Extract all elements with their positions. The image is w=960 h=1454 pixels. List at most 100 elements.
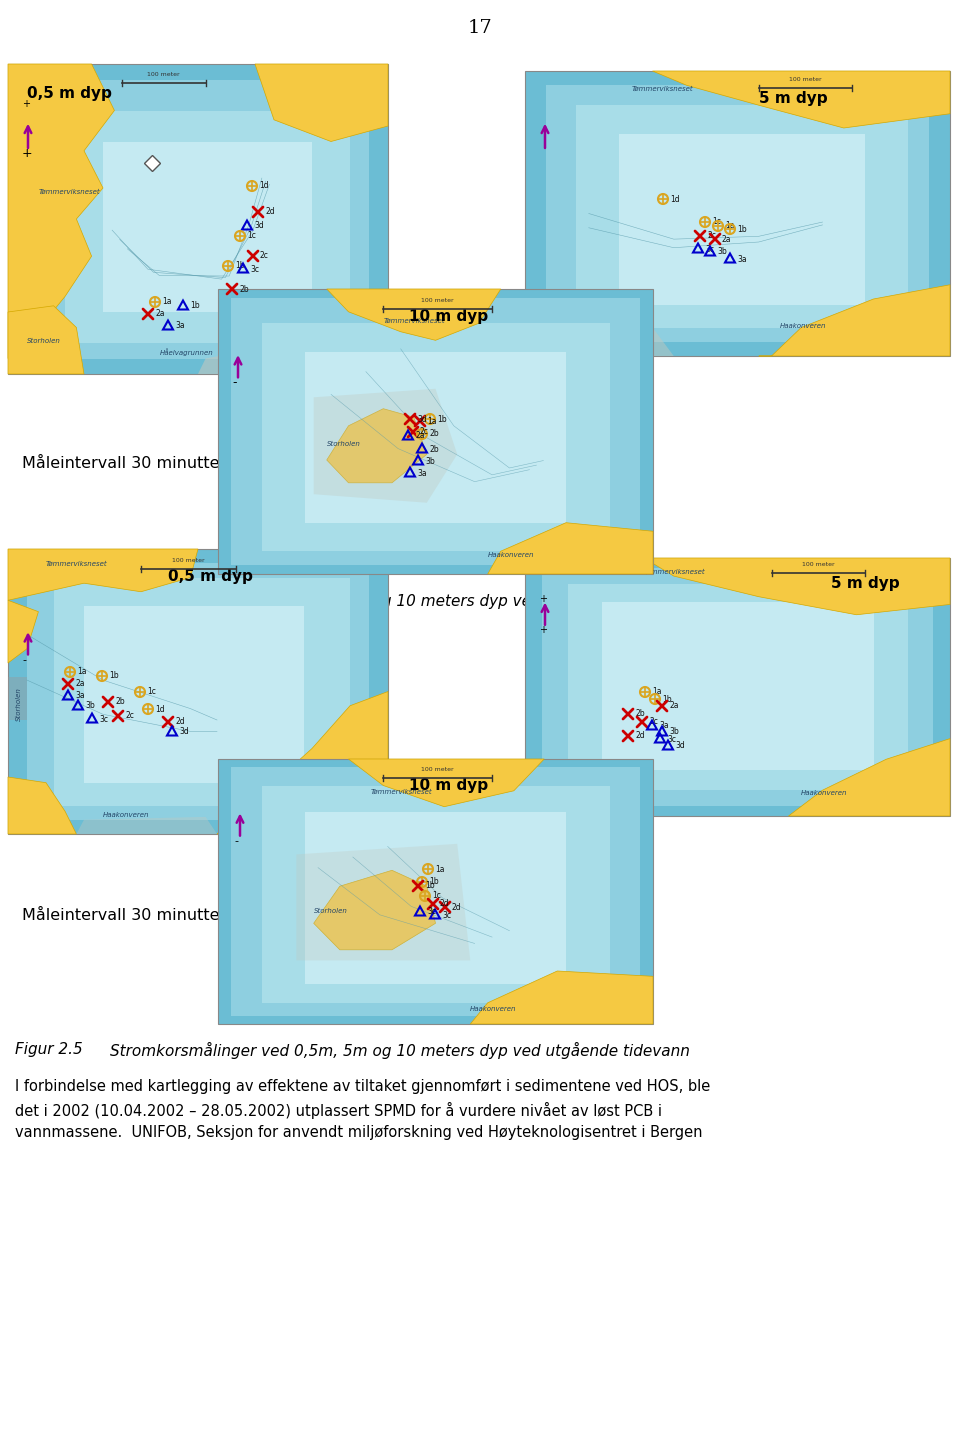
Polygon shape: [314, 388, 457, 503]
Text: Figur 2.4: Figur 2.4: [15, 592, 83, 606]
Text: 1a: 1a: [77, 667, 86, 676]
Polygon shape: [470, 971, 653, 1024]
Text: 3d: 3d: [675, 742, 684, 750]
Text: 3a: 3a: [659, 721, 668, 730]
Text: 100 meter: 100 meter: [172, 558, 204, 563]
Text: 100 meter: 100 meter: [421, 766, 454, 772]
Bar: [567, 585, 907, 790]
Text: Storholen: Storholen: [314, 907, 348, 913]
Polygon shape: [758, 285, 950, 356]
Text: 3a: 3a: [417, 468, 426, 477]
Text: 0,5 m dyp: 0,5 m dyp: [168, 569, 252, 585]
Text: 3a: 3a: [75, 692, 84, 701]
Text: 2b: 2b: [635, 710, 644, 718]
Text: Håelvagrunnen: Håelvagrunnen: [160, 349, 214, 356]
Polygon shape: [297, 843, 470, 961]
Text: 2b: 2b: [239, 285, 249, 294]
Text: -: -: [234, 836, 238, 846]
Text: 1d: 1d: [155, 705, 164, 714]
Text: det i 2002 (10.04.2002 – 28.05.2002) utplassert SPMD for å vurdere nivået av løs: det i 2002 (10.04.2002 – 28.05.2002) utp…: [15, 1102, 662, 1120]
Polygon shape: [326, 409, 427, 483]
Text: Tømmerviksneset: Tømmerviksneset: [38, 189, 100, 195]
Polygon shape: [653, 71, 950, 128]
Text: 1b: 1b: [235, 262, 245, 270]
Text: Haakonveren: Haakonveren: [103, 811, 150, 819]
Text: 1b: 1b: [437, 414, 446, 423]
Text: 1b: 1b: [662, 695, 672, 704]
Text: 2c: 2c: [707, 231, 716, 240]
Text: 1b: 1b: [429, 878, 439, 887]
Text: 1b: 1b: [425, 881, 435, 890]
Text: 1c: 1c: [712, 218, 721, 227]
Text: 1c: 1c: [432, 891, 441, 900]
Polygon shape: [8, 601, 38, 663]
Text: 2c: 2c: [125, 711, 133, 721]
Bar: [8, 550, 388, 835]
Text: I forbindelse med kartlegging av effektene av tiltaket gjennomført i sedimentene: I forbindelse med kartlegging av effekte…: [15, 1079, 710, 1093]
Text: -: -: [232, 377, 236, 388]
Bar: [546, 86, 928, 342]
Text: 100 meter: 100 meter: [148, 71, 180, 77]
Text: 5 m dyp: 5 m dyp: [831, 576, 900, 592]
Text: 1a: 1a: [162, 298, 172, 307]
Text: 2d: 2d: [440, 900, 449, 909]
Text: 2d: 2d: [452, 903, 462, 912]
Text: 5 m dyp: 5 m dyp: [758, 92, 828, 106]
Text: Tømmerviksneset: Tømmerviksneset: [644, 569, 706, 574]
Text: 3c: 3c: [427, 907, 436, 916]
Bar: [305, 811, 566, 984]
Text: +: +: [22, 99, 30, 109]
Text: Haakonveren: Haakonveren: [780, 323, 827, 329]
Text: 3c: 3c: [99, 714, 108, 724]
Text: +: +: [22, 147, 33, 160]
Text: 2c: 2c: [260, 252, 269, 260]
Text: 1c: 1c: [247, 231, 256, 240]
Text: Måleintervall 30 minutter: Måleintervall 30 minutter: [22, 909, 227, 923]
Text: Haakonveren: Haakonveren: [488, 553, 534, 558]
Text: Stromkorsmålinger ved 0,5m, 5m og 10 meters dyp ved inngående tidevann: Stromkorsmålinger ved 0,5m, 5m og 10 met…: [110, 592, 698, 609]
Text: 1c: 1c: [147, 688, 156, 696]
Text: 100 meter: 100 meter: [802, 563, 834, 567]
Bar: [602, 602, 874, 769]
Bar: [8, 64, 388, 374]
Bar: [27, 563, 369, 820]
Text: 3d: 3d: [417, 414, 427, 423]
Bar: [305, 352, 566, 522]
Text: 2c: 2c: [420, 427, 429, 436]
Bar: [218, 759, 653, 1024]
Text: 3c: 3c: [667, 734, 676, 743]
Text: Tømmerviksneset: Tømmerviksneset: [46, 561, 108, 567]
Bar: [525, 558, 950, 816]
Text: 1b: 1b: [737, 224, 747, 234]
Text: 2d: 2d: [635, 731, 644, 740]
Text: Haakonveren: Haakonveren: [470, 1006, 516, 1012]
Text: Storholen: Storholen: [15, 688, 22, 721]
Polygon shape: [8, 305, 84, 374]
Polygon shape: [788, 739, 950, 816]
Polygon shape: [488, 522, 653, 574]
Polygon shape: [314, 871, 436, 949]
Text: 1a: 1a: [725, 221, 734, 231]
Text: 2a: 2a: [75, 679, 84, 689]
Text: 2b: 2b: [429, 429, 439, 439]
Text: 10 m dyp: 10 m dyp: [409, 308, 489, 324]
Text: 2b: 2b: [115, 698, 125, 707]
Bar: [65, 111, 350, 343]
Bar: [231, 298, 640, 566]
Text: 3b: 3b: [425, 457, 435, 465]
Text: 100 meter: 100 meter: [421, 298, 454, 302]
Text: +: +: [539, 625, 547, 635]
Text: 1b: 1b: [190, 301, 200, 311]
Text: Tømmerviksneset: Tømmerviksneset: [383, 318, 444, 324]
Polygon shape: [77, 817, 217, 835]
Text: 1a: 1a: [427, 416, 437, 426]
Text: 2a: 2a: [669, 701, 679, 711]
Text: 1d: 1d: [670, 195, 680, 204]
Text: Stromkorsmålinger ved 0,5m, 5m og 10 meters dyp ved utgående tidevann: Stromkorsmålinger ved 0,5m, 5m og 10 met…: [110, 1043, 690, 1059]
Text: 3d: 3d: [254, 221, 264, 231]
Text: 1b: 1b: [109, 672, 119, 680]
Bar: [84, 606, 304, 782]
Text: 100 meter: 100 meter: [789, 77, 822, 81]
Text: Figur 2.5: Figur 2.5: [15, 1043, 83, 1057]
Text: Haakonveren: Haakonveren: [802, 791, 848, 797]
